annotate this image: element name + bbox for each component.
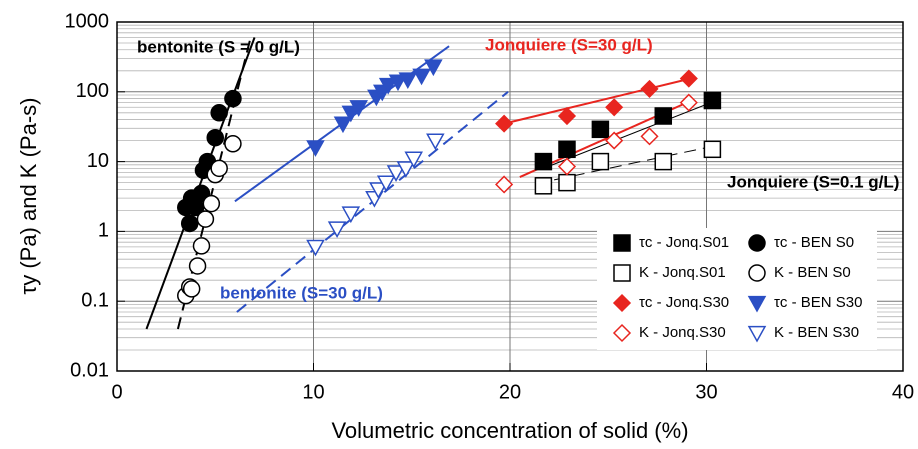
point (591, 120, 610, 139)
legend-label: τc - BEN S0 (774, 234, 854, 251)
legend-box (597, 228, 877, 350)
point (341, 206, 361, 224)
point (426, 133, 445, 151)
point (306, 140, 325, 157)
point (341, 105, 361, 123)
point (640, 79, 659, 98)
point (605, 131, 624, 150)
point (398, 72, 418, 90)
point (210, 104, 228, 122)
annotation: bentonite (S = 0 g/L) (137, 37, 300, 56)
annotation: Jonquiere (S=0.1 g/L) (727, 172, 899, 191)
point (424, 59, 443, 77)
point (192, 237, 211, 255)
x-tick-label: 20 (499, 381, 521, 403)
legend-marker (612, 293, 632, 313)
y-tick-label: 1 (98, 220, 109, 242)
point (386, 165, 406, 182)
y-tick-label: 0.01 (70, 359, 109, 381)
legend-label: K - BEN S0 (774, 264, 851, 281)
y-tick-label: 100 (76, 80, 109, 102)
point (412, 68, 431, 86)
point (558, 140, 576, 159)
legend-label: τc - Jonq.S30 (639, 294, 729, 311)
point (654, 152, 673, 171)
fit-line (145, 37, 256, 330)
point (640, 127, 659, 146)
x-tick-label: 0 (111, 381, 122, 403)
point (327, 221, 347, 239)
point (182, 280, 201, 298)
legend-label: τc - BEN S30 (774, 294, 862, 311)
point (558, 173, 576, 192)
x-tick-label: 30 (695, 381, 717, 403)
legend-marker (747, 295, 767, 313)
point (196, 210, 215, 228)
point (349, 100, 368, 117)
point (654, 107, 673, 125)
legend-label: K - Jonq.S01 (639, 264, 726, 281)
point (188, 257, 207, 275)
y-tick-label: 10 (87, 150, 109, 172)
point (703, 140, 722, 159)
point (224, 135, 242, 153)
y-axis-label: τy (Pa) and K (Pa-s) (16, 98, 41, 295)
y-tick-label: 0.1 (81, 289, 109, 311)
point (557, 157, 577, 176)
legend-marker (748, 234, 766, 252)
point (369, 182, 388, 199)
point (557, 106, 577, 126)
legend-label: K - Jonq.S30 (639, 324, 726, 341)
point (679, 69, 698, 88)
point (404, 151, 423, 169)
point (534, 177, 553, 195)
point (703, 91, 722, 110)
point (376, 175, 396, 193)
point (306, 239, 325, 257)
point (378, 77, 398, 95)
point (679, 93, 698, 112)
point (495, 175, 514, 194)
legend-marker (613, 234, 631, 252)
point (388, 74, 408, 92)
point (534, 152, 553, 171)
point (210, 159, 228, 178)
point (591, 152, 610, 171)
point (396, 161, 416, 178)
point (495, 114, 514, 133)
y-tick-label: 1000 (65, 10, 110, 32)
point (202, 194, 221, 213)
legend-marker (612, 323, 632, 343)
plot-frame (116, 21, 904, 372)
point (180, 214, 199, 233)
annotation: bentonite (S=30 g/L) (220, 283, 383, 302)
point (224, 89, 242, 108)
point (206, 128, 224, 147)
legend-marker (748, 264, 766, 282)
point (605, 98, 624, 117)
fit-line (503, 77, 692, 125)
x-tick-label: 10 (302, 381, 324, 403)
annotation: Jonquiere (S=30 g/L) (485, 35, 653, 54)
point (333, 116, 353, 134)
fit-line (176, 37, 252, 330)
legend-label: τc - Jonq.S01 (639, 234, 729, 251)
legend-marker (747, 325, 767, 343)
x-axis-label: Volumetric concentration of solid (%) (331, 418, 688, 443)
x-tick-label: 40 (892, 381, 914, 403)
legend-label: K - BEN S30 (774, 324, 859, 341)
legend-marker (613, 264, 631, 282)
